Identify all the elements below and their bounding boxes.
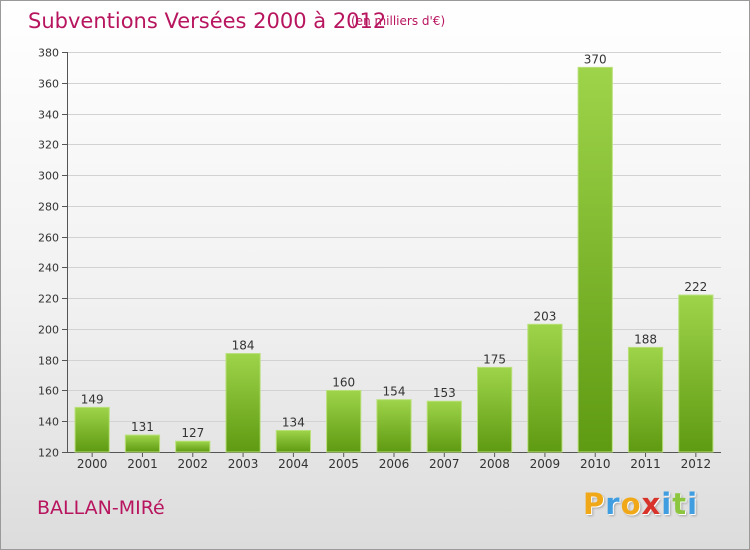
bar-2011 [627,346,664,453]
bar-2006 [376,399,412,453]
x-tick-label-2012: 2012 [681,457,712,471]
x-tick-label-2002: 2002 [177,457,208,471]
bar-2001 [124,434,161,453]
y-tick-label: 280 [38,201,59,214]
y-tick-label: 160 [38,385,59,398]
data-label-2007: 153 [433,386,456,400]
logo-letter: P [583,487,606,521]
data-label-2000: 149 [81,392,104,406]
data-label-2011: 188 [634,332,657,346]
logo-letter: i [687,487,699,521]
y-tick-label: 320 [38,139,59,152]
data-label-2010: 370 [584,52,607,66]
chart-title: Subventions Versées 2000 à 2012 [28,9,387,33]
bar-2008 [477,366,513,453]
chart-unit-label: (en milliers d'€) [351,14,446,28]
data-label-2001: 131 [131,420,154,434]
bar-2000 [74,406,110,453]
logo-letter: x [641,487,662,521]
bar-2010 [577,66,613,453]
bar-2004 [275,429,311,453]
bar-2007 [426,400,462,453]
y-tick-label: 200 [38,324,59,337]
data-label-2006: 154 [383,385,406,399]
x-tick-label-2006: 2006 [379,457,410,471]
y-tick-label: 220 [38,293,59,306]
logo-letter: t [672,487,688,521]
y-tick-label: 360 [38,78,59,91]
logo-letter: i [661,487,673,521]
data-label-2002: 127 [181,426,204,440]
commune-name: BALLAN-MIRé [37,497,165,519]
logo-letter: r [605,487,621,521]
x-tick-label-2005: 2005 [328,457,359,471]
bar-2003 [225,353,261,453]
x-tick-label-2010: 2010 [580,457,611,471]
y-tick-label: 340 [38,109,59,122]
y-tick-label: 140 [38,416,59,429]
x-tick-label-2008: 2008 [479,457,510,471]
grid-lines [67,52,721,422]
bar-2009 [527,323,563,453]
y-tick-label: 180 [38,355,59,368]
y-tick-label: 300 [38,170,59,183]
x-tick-label-2003: 2003 [228,457,259,471]
x-tick-label-2001: 2001 [127,457,158,471]
x-tick-label-2009: 2009 [530,457,561,471]
y-tick-label: 240 [38,262,59,275]
data-label-2012: 222 [684,280,707,294]
logo-letter: o [620,487,642,521]
data-label-2008: 175 [483,352,506,366]
bar-2012 [678,294,714,453]
x-tick-label-2007: 2007 [429,457,460,471]
data-label-2005: 160 [332,375,355,389]
x-tick-label-2000: 2000 [77,457,108,471]
bars [74,66,714,453]
y-tick-label: 260 [38,232,59,245]
x-tick-label-2004: 2004 [278,457,309,471]
data-label-2009: 203 [533,309,556,323]
labels: 120 140 160 180 200 220 240 260 280 300 320 340 360 3… [38,47,711,472]
y-tick-label: 380 [38,47,59,60]
bar-2005 [326,389,362,453]
bar-2002 [175,440,211,453]
data-label-2003: 184 [232,339,255,353]
proxiti-logo: Proxiti [583,487,698,521]
y-tick-label: 120 [38,447,59,460]
x-tick-label-2011: 2011 [630,457,661,471]
data-label-2004: 134 [282,415,305,429]
